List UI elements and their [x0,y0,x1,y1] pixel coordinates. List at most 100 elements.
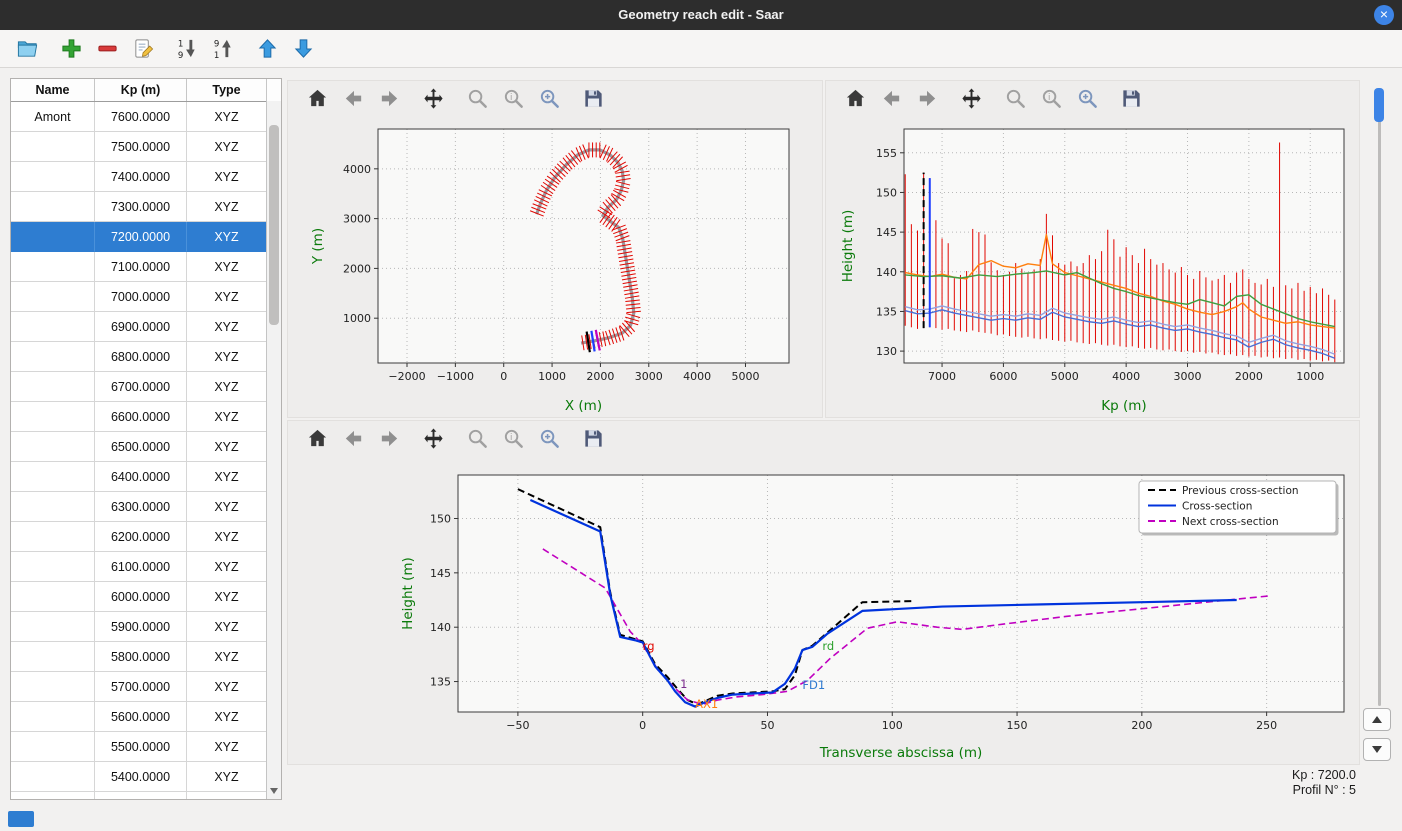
cell-name[interactable] [11,252,95,282]
cell-type[interactable]: XYZ [187,102,267,132]
close-button[interactable]: × [1374,5,1394,25]
cell-kp[interactable]: 7200.0000 [95,222,187,252]
cell-name[interactable] [11,432,95,462]
cell-type[interactable]: XYZ [187,252,267,282]
cell-kp[interactable]: 6000.0000 [95,582,187,612]
cell-name[interactable] [11,192,95,222]
zoom-rect-button[interactable] [534,423,564,453]
column-header-kpm[interactable]: Kp (m) [95,79,187,101]
cell-kp[interactable]: 5600.0000 [95,702,187,732]
zoom-button[interactable] [462,83,492,113]
cell-kp[interactable]: 7000.0000 [95,282,187,312]
cell-kp[interactable]: 5800.0000 [95,642,187,672]
cell-name[interactable]: Amont [11,102,95,132]
cell-kp[interactable]: 5400.0000 [95,762,187,792]
cell-kp[interactable]: 6900.0000 [95,312,187,342]
cell-type[interactable]: XYZ [187,582,267,612]
titlebar[interactable]: Geometry reach edit - Saar × [0,0,1402,30]
plan-view-figure[interactable]: −2000 −1000 0 1000 2000 3000 4000 5000 1000 2000 3… [288,115,822,417]
cell-type[interactable]: XYZ [187,732,267,762]
long-profile-figure[interactable]: 7000 6000 5000 4000 3000 2000 1000 130 135 140 145… [826,115,1359,417]
cell-type[interactable]: XYZ [187,792,267,799]
cell-name[interactable] [11,312,95,342]
table-row[interactable]: 5900.0000 XYZ [11,612,281,642]
cell-type[interactable]: XYZ [187,372,267,402]
home-button[interactable] [302,83,332,113]
cell-name[interactable] [11,612,95,642]
profile-up-button[interactable] [1363,708,1391,731]
zoom-info-button[interactable]: i [1036,83,1066,113]
cell-name[interactable] [11,552,95,582]
cell-kp[interactable]: 7400.0000 [95,162,187,192]
table-scrollbar-thumb[interactable] [269,125,279,325]
table-row[interactable]: 5500.0000 XYZ [11,732,281,762]
forward-button[interactable] [374,423,404,453]
table-row[interactable]: 6100.0000 XYZ [11,552,281,582]
table-row[interactable]: 7300.0000 XYZ [11,192,281,222]
cell-name[interactable] [11,372,95,402]
pan-button[interactable] [418,423,448,453]
cell-kp[interactable]: 5300.0000 [95,792,187,799]
remove-button[interactable] [92,34,122,64]
table-row[interactable]: 6000.0000 XYZ [11,582,281,612]
cell-name[interactable] [11,702,95,732]
cell-name[interactable] [11,792,95,799]
cell-type[interactable]: XYZ [187,702,267,732]
back-button[interactable] [338,83,368,113]
table-row[interactable]: 7500.0000 XYZ [11,132,281,162]
back-button[interactable] [876,83,906,113]
pan-button[interactable] [956,83,986,113]
table-row[interactable]: 6900.0000 XYZ [11,312,281,342]
zoom-button[interactable] [462,423,492,453]
table-row[interactable]: 6400.0000 XYZ [11,462,281,492]
cell-name[interactable] [11,132,95,162]
cell-name[interactable] [11,162,95,192]
cell-name[interactable] [11,672,95,702]
cell-name[interactable] [11,762,95,792]
table-row[interactable]: 6600.0000 XYZ [11,402,281,432]
cell-kp[interactable]: 7300.0000 [95,192,187,222]
back-button[interactable] [338,423,368,453]
forward-button[interactable] [374,83,404,113]
edit-button[interactable] [128,34,158,64]
profile-slider-handle[interactable] [1374,88,1384,122]
cell-kp[interactable]: 6100.0000 [95,552,187,582]
home-button[interactable] [302,423,332,453]
profile-slider-track[interactable] [1378,88,1381,706]
add-button[interactable] [56,34,86,64]
cell-type[interactable]: XYZ [187,402,267,432]
cell-type[interactable]: XYZ [187,612,267,642]
cell-kp[interactable]: 6800.0000 [95,342,187,372]
table-row[interactable]: 6200.0000 XYZ [11,522,281,552]
cell-type[interactable]: XYZ [187,342,267,372]
cell-kp[interactable]: 7100.0000 [95,252,187,282]
cell-type[interactable]: XYZ [187,462,267,492]
cell-name[interactable] [11,282,95,312]
move-down-button[interactable] [288,34,318,64]
cell-name[interactable] [11,522,95,552]
table-row[interactable]: 7400.0000 XYZ [11,162,281,192]
cell-kp[interactable]: 6300.0000 [95,492,187,522]
cell-name[interactable] [11,732,95,762]
pan-button[interactable] [418,83,448,113]
zoom-button[interactable] [1000,83,1030,113]
cell-type[interactable]: XYZ [187,222,267,252]
cell-kp[interactable]: 5900.0000 [95,612,187,642]
cell-kp[interactable]: 7500.0000 [95,132,187,162]
cell-kp[interactable]: 6400.0000 [95,462,187,492]
table-row[interactable]: 7100.0000 XYZ [11,252,281,282]
table-row[interactable]: 7000.0000 XYZ [11,282,281,312]
cell-name[interactable] [11,492,95,522]
table-row[interactable]: 5400.0000 XYZ [11,762,281,792]
zoom-info-button[interactable]: i [498,83,528,113]
zoom-info-button[interactable]: i [498,423,528,453]
forward-button[interactable] [912,83,942,113]
table-row[interactable]: 5600.0000 XYZ [11,702,281,732]
cell-name[interactable] [11,642,95,672]
table-scrollbar[interactable] [266,101,281,799]
cell-name[interactable] [11,582,95,612]
column-header-type[interactable]: Type [187,79,267,101]
